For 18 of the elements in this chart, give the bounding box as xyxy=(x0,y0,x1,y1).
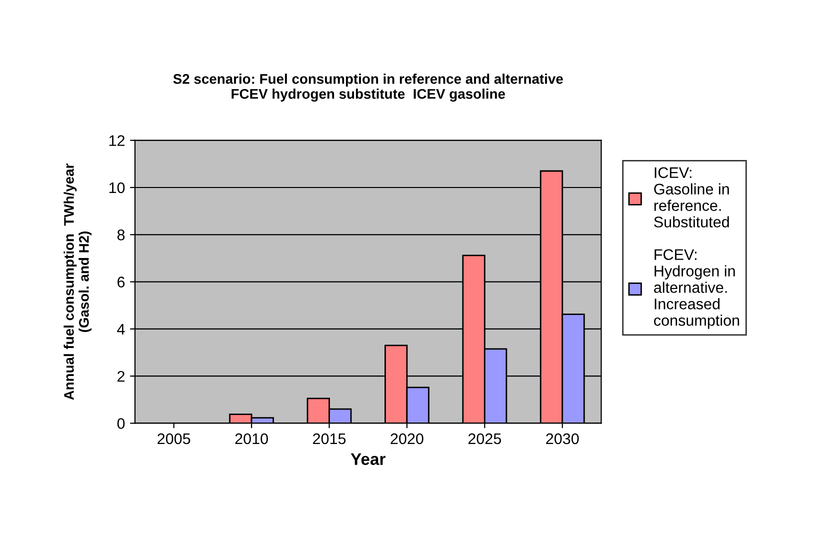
x-tick-label: 2025 xyxy=(468,433,502,444)
x-tick-label: 2030 xyxy=(546,433,579,444)
y-tick-label: 0 xyxy=(117,418,125,429)
y-tick-label: 10 xyxy=(109,182,125,194)
x-tick-label: 2015 xyxy=(313,433,346,444)
x-tick-label: 2010 xyxy=(235,433,268,444)
x-tick-label: 2005 xyxy=(158,433,190,444)
y-tick-label: 8 xyxy=(117,230,125,240)
y-tick-label: 12 xyxy=(109,135,124,146)
y-tick-label: 6 xyxy=(118,276,125,288)
legend-label: FCEV: Hydrogen in alternative. Increased consumption xyxy=(654,249,740,329)
x-tick-label: 2020 xyxy=(390,433,424,444)
y-axis-title: Annual fuel consumption TWh/year (Gasol. and H2) xyxy=(64,164,92,400)
chart-title: S2 scenario: Fuel consumption in reference and alternative FCEV hydrogen substitute ICEV gasoline xyxy=(173,74,563,102)
legend-label: ICEV: Gasoline in reference. Substituted xyxy=(654,167,729,228)
y-tick-label: 4 xyxy=(117,324,125,334)
y-tick-label: 2 xyxy=(118,370,124,382)
x-axis-title: Year xyxy=(350,453,386,465)
